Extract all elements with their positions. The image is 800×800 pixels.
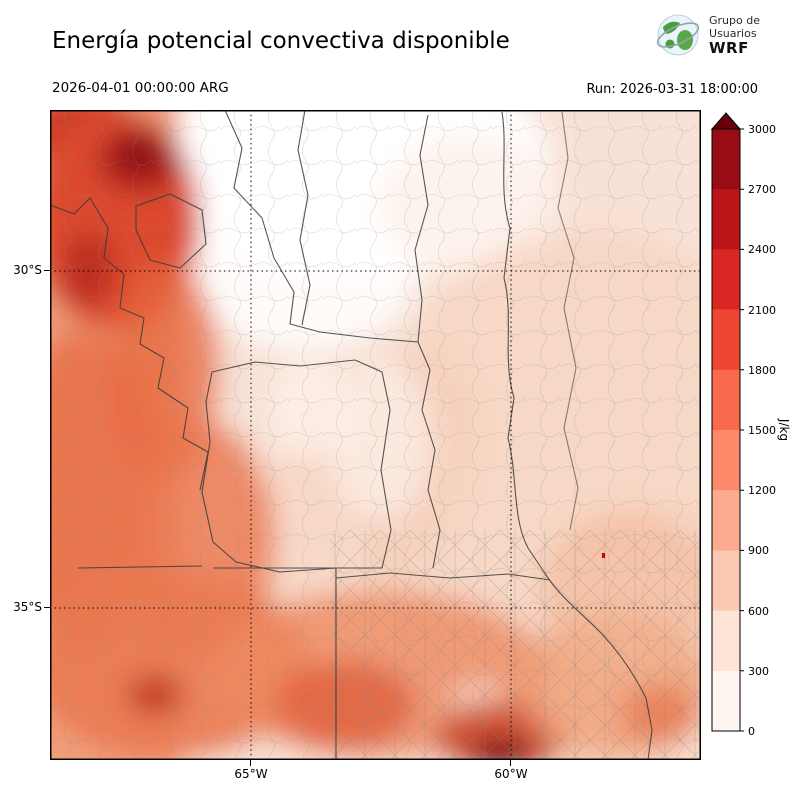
lon-tick-60w: [510, 760, 511, 766]
lat-label-30s: 30°S: [13, 263, 42, 277]
lon-label-60w: 60°W: [494, 767, 528, 781]
colorbar-tick-0: 0: [748, 725, 755, 738]
lat-label-35s: 35°S: [13, 600, 42, 614]
lat-tick-35s: [44, 607, 50, 608]
colorbar-tick-1500: 1500: [748, 424, 776, 437]
station-marker: [602, 553, 605, 558]
colorbar-tick-2700: 2700: [748, 183, 776, 196]
valid-time-label: 2026-04-01 00:00:00 ARG: [52, 80, 229, 96]
colorbar-tickmarks: [740, 128, 744, 732]
map-canvas: [50, 110, 701, 760]
map-frame: [50, 110, 701, 760]
lat-tick-30s: [44, 270, 50, 271]
graticule-lines: [50, 110, 701, 760]
run-time-label: Run: 2026-03-31 18:00:00: [586, 82, 758, 97]
colorbar-extend-arrow: [710, 112, 742, 130]
colorbar-tick-300: 300: [748, 665, 769, 678]
logo-text-line1: Grupo de: [709, 13, 760, 27]
globe-icon: [655, 12, 701, 58]
colorbar-tick-900: 900: [748, 544, 769, 557]
logo-text-wrf: WRF: [709, 38, 749, 57]
province-boundaries: [50, 110, 653, 760]
colorbar-bands: [712, 129, 740, 731]
cape-field-map: [50, 110, 701, 760]
colorbar-tick-2100: 2100: [748, 304, 776, 317]
lon-tick-65w: [250, 760, 251, 766]
colorbar-tick-1200: 1200: [748, 484, 776, 497]
buenos-aires-department-mesh: [330, 530, 701, 760]
lon-label-65w: 65°W: [234, 767, 268, 781]
wrf-logo: Grupo de Usuarios WRF: [655, 12, 760, 58]
colorbar-tick-2400: 2400: [748, 243, 776, 256]
colorbar-tick-1800: 1800: [748, 364, 776, 377]
colorbar-tick-3000: 3000: [748, 123, 776, 136]
logo-text-line2: Usuarios: [709, 26, 757, 40]
page-title: Energía potencial convectiva disponible: [52, 28, 510, 54]
colorbar-tick-600: 600: [748, 605, 769, 618]
colorbar: [710, 112, 744, 752]
colorbar-unit-label: J/kg: [777, 418, 791, 442]
